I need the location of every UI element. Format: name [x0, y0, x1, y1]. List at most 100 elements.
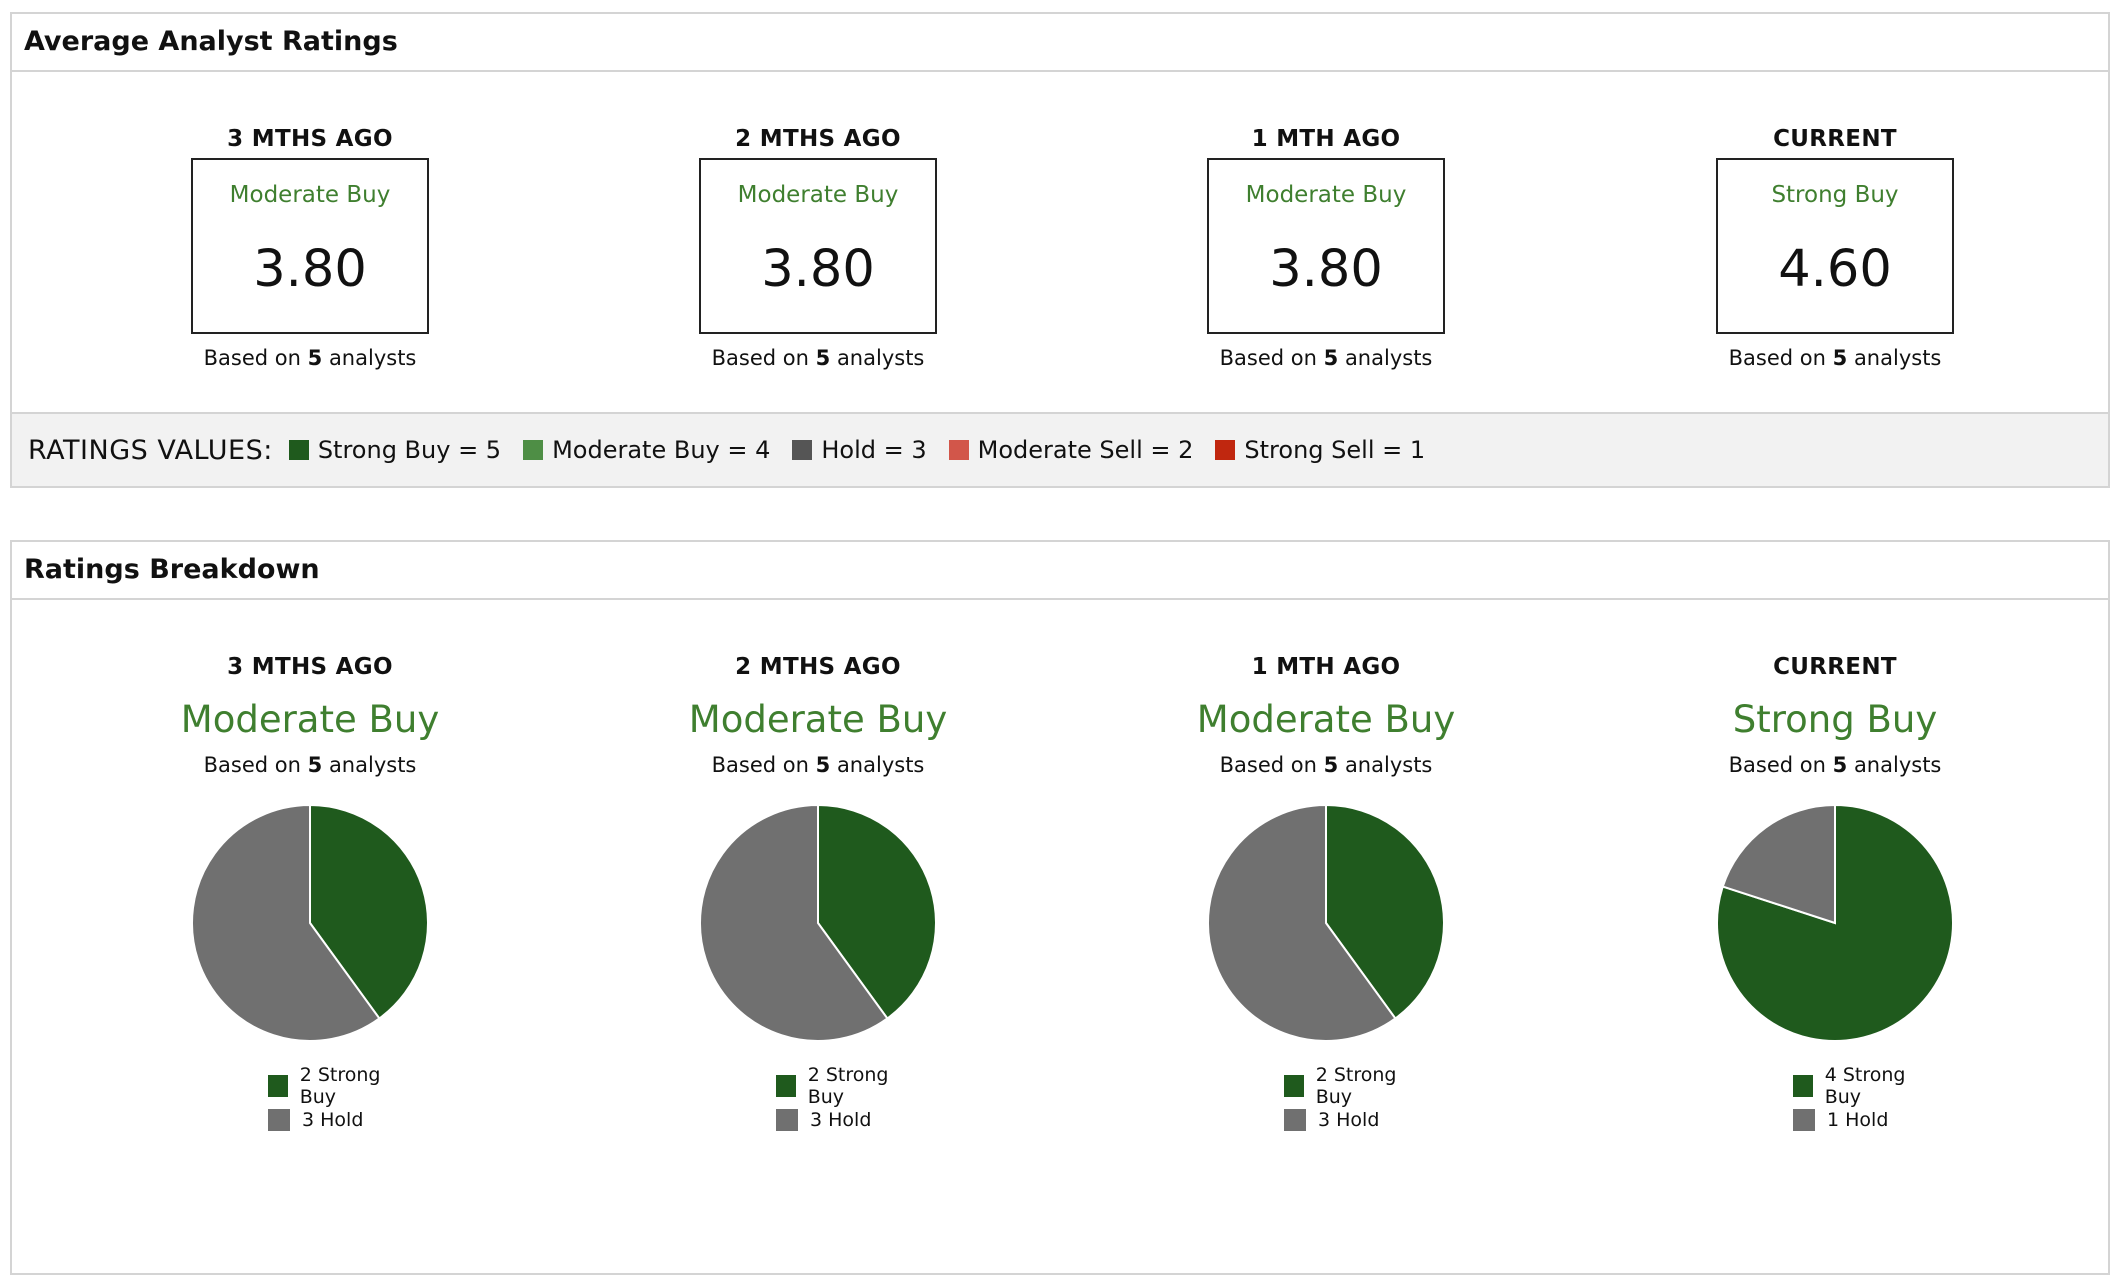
- legend-swatch: [268, 1075, 288, 1097]
- average-ratings-title: Average Analyst Ratings: [12, 14, 2108, 72]
- legend-title: RATINGS VALUES:: [28, 434, 273, 466]
- ratings-breakdown-panel: Ratings Breakdown 3 MTHS AGO Moderate Bu…: [10, 540, 2110, 1275]
- legend-swatch: [268, 1109, 290, 1131]
- pie-legend: 2 Strong Buy 3 Hold: [718, 1064, 918, 1137]
- analyst-count: 5: [307, 346, 323, 370]
- pie-legend-label: 3 Hold: [302, 1109, 364, 1131]
- pie-slice[interactable]: [1716, 803, 1954, 1042]
- analyst-count: 5: [307, 753, 323, 777]
- consensus-label: Moderate Buy: [1196, 698, 1456, 741]
- pie-legend-item: 1 Hold: [1793, 1103, 1935, 1137]
- legend-swatch: [948, 440, 969, 460]
- consensus-label: Moderate Buy: [688, 698, 948, 741]
- rating-box: Moderate Buy 3.80: [699, 158, 937, 334]
- legend-swatch: [792, 440, 813, 460]
- period-label: 3 MTHS AGO: [227, 654, 393, 680]
- pie-legend: 4 Strong Buy 1 Hold: [1735, 1064, 1935, 1137]
- avg-column-2mths: 2 MTHS AGO Moderate Buy 3.80 Based on 5 …: [578, 126, 1058, 370]
- pie-slice[interactable]: [817, 803, 937, 1020]
- period-label: 1 MTH AGO: [1251, 126, 1401, 152]
- rating-value: 4.60: [1778, 240, 1892, 299]
- legend-swatch: [1284, 1075, 1304, 1097]
- pie-slice[interactable]: [1721, 803, 1836, 925]
- period-label: CURRENT: [1773, 126, 1897, 152]
- pie-legend-label: 2 Strong Buy: [807, 1064, 889, 1108]
- analyst-count: 5: [815, 346, 831, 370]
- analyst-count: 5: [1832, 346, 1848, 370]
- rating-label: Strong Buy: [1771, 182, 1899, 208]
- legend-item-hold: Hold = 3: [792, 436, 927, 464]
- analyst-count: 5: [815, 753, 831, 777]
- legend-item-strong-sell: Strong Sell = 1: [1215, 436, 1425, 464]
- breakdown-column-2mths: 2 MTHS AGO Moderate Buy Based on 5 analy…: [578, 654, 1058, 1137]
- avg-column-current: CURRENT Strong Buy 4.60 Based on 5 analy…: [1595, 126, 2075, 370]
- pie-chart: [1207, 803, 1445, 1042]
- based-on-text: Based on 5 analysts: [1219, 346, 1433, 370]
- based-on-text: Based on 5 analysts: [1728, 753, 1942, 777]
- pie-slice[interactable]: [191, 803, 381, 1042]
- period-label: CURRENT: [1773, 654, 1897, 680]
- pie-legend-label: 3 Hold: [810, 1109, 872, 1131]
- based-on-text: Based on 5 analysts: [711, 753, 925, 777]
- pie-slice[interactable]: [309, 803, 429, 1020]
- pie-chart: [699, 803, 937, 1042]
- rating-value: 3.80: [761, 240, 875, 299]
- pie-legend-item: 3 Hold: [776, 1103, 918, 1137]
- pie-legend-label: 2 Strong Buy: [299, 1064, 381, 1108]
- consensus-label: Moderate Buy: [180, 698, 440, 741]
- rating-label: Moderate Buy: [229, 182, 391, 208]
- legend-swatch: [1793, 1109, 1815, 1131]
- based-on-text: Based on 5 analysts: [1219, 753, 1433, 777]
- legend-swatch: [523, 440, 544, 460]
- pie-legend: 2 Strong Buy 3 Hold: [210, 1064, 410, 1137]
- period-label: 3 MTHS AGO: [227, 126, 393, 152]
- pie-slice[interactable]: [1207, 803, 1397, 1042]
- legend-swatch: [1215, 440, 1236, 460]
- ratings-values-legend: RATINGS VALUES: Strong Buy = 5 Moderate …: [12, 412, 2108, 486]
- rating-label: Moderate Buy: [737, 182, 899, 208]
- pie-legend-item: 4 Strong Buy: [1793, 1064, 1935, 1108]
- legend-swatch: [776, 1075, 796, 1097]
- based-on-text: Based on 5 analysts: [1728, 346, 1942, 370]
- pie-slice[interactable]: [1325, 803, 1445, 1020]
- rating-box: Strong Buy 4.60: [1716, 158, 1954, 334]
- avg-column-3mths: 3 MTHS AGO Moderate Buy 3.80 Based on 5 …: [70, 126, 550, 370]
- pie-chart: [1716, 803, 1954, 1042]
- pie-legend-item: 3 Hold: [1284, 1103, 1426, 1137]
- rating-value: 3.80: [1269, 240, 1383, 299]
- pie-chart: [191, 803, 429, 1042]
- consensus-label: Strong Buy: [1732, 698, 1938, 741]
- pie-legend-item: 2 Strong Buy: [268, 1064, 410, 1108]
- breakdown-column-1mth: 1 MTH AGO Moderate Buy Based on 5 analys…: [1086, 654, 1566, 1137]
- pie-chart-container: [1715, 803, 1955, 1043]
- rating-box: Moderate Buy 3.80: [191, 158, 429, 334]
- legend-swatch: [1284, 1109, 1306, 1131]
- based-on-text: Based on 5 analysts: [203, 753, 417, 777]
- period-label: 2 MTHS AGO: [735, 654, 901, 680]
- analyst-count: 5: [1323, 346, 1339, 370]
- ratings-breakdown-title: Ratings Breakdown: [12, 542, 2108, 600]
- legend-item-moderate-sell: Moderate Sell = 2: [948, 436, 1193, 464]
- pie-slice[interactable]: [699, 803, 889, 1042]
- avg-column-1mth: 1 MTH AGO Moderate Buy 3.80 Based on 5 a…: [1086, 126, 1566, 370]
- rating-value: 3.80: [253, 240, 367, 299]
- average-ratings-panel: Average Analyst Ratings 3 MTHS AGO Moder…: [10, 12, 2110, 488]
- pie-legend-label: 3 Hold: [1318, 1109, 1380, 1131]
- pie-chart-container: [698, 803, 938, 1043]
- based-on-text: Based on 5 analysts: [711, 346, 925, 370]
- pie-chart-container: [1206, 803, 1446, 1043]
- legend-item-moderate-buy: Moderate Buy = 4: [523, 436, 770, 464]
- pie-legend-label: 1 Hold: [1827, 1109, 1889, 1131]
- pie-chart-container: [190, 803, 430, 1043]
- period-label: 2 MTHS AGO: [735, 126, 901, 152]
- legend-swatch: [776, 1109, 798, 1131]
- rating-label: Moderate Buy: [1245, 182, 1407, 208]
- legend-item-strong-buy: Strong Buy = 5: [288, 436, 501, 464]
- breakdown-column-3mths: 3 MTHS AGO Moderate Buy Based on 5 analy…: [70, 654, 550, 1137]
- based-on-text: Based on 5 analysts: [203, 346, 417, 370]
- period-label: 1 MTH AGO: [1251, 654, 1401, 680]
- rating-box: Moderate Buy 3.80: [1207, 158, 1445, 334]
- pie-legend: 2 Strong Buy 3 Hold: [1226, 1064, 1426, 1137]
- legend-swatch: [288, 440, 309, 460]
- pie-legend-item: 3 Hold: [268, 1103, 410, 1137]
